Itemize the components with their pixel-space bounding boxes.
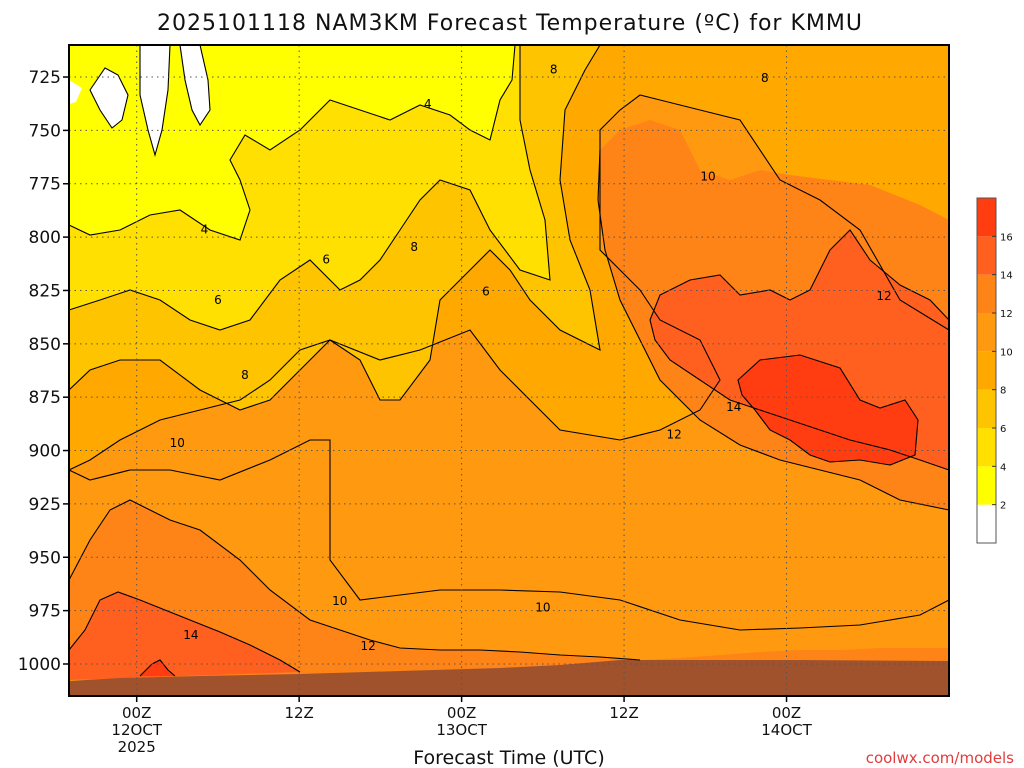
colorbar-bin-8-10 (977, 351, 996, 390)
x-tick-label-2-0: 00Z (447, 704, 476, 722)
y-tick-label-800: 800 (29, 228, 61, 248)
contour-label-3: 6 (322, 253, 330, 267)
x-tick-label-2-1: 13OCT (436, 721, 487, 739)
plot-border (68, 44, 950, 697)
contour-label-2: 6 (214, 293, 222, 307)
credit-text: coolwx.com/models (866, 749, 1014, 767)
plot-area: 4 4 6 6 6 8 8 8 8 10 10 10 10 12 12 12 14 14 (68, 44, 950, 697)
contour-line-16-left (139, 659, 176, 677)
y-tick-label-900: 900 (29, 442, 61, 462)
contour-line-6 (68, 45, 551, 331)
contour-line-2-c (179, 44, 211, 127)
contour-label-16: 14 (183, 628, 198, 642)
y-tick-label-725: 725 (29, 68, 61, 88)
y-tick-label-1000: 1000 (18, 655, 61, 675)
contour-label-13: 12 (361, 639, 376, 653)
colorbar-bin-14-16 (977, 236, 996, 275)
colorbar-label-10: 10 (1000, 347, 1013, 358)
y-tick-label-825: 825 (29, 281, 61, 301)
x-tick-label-4-0: 00Z (772, 704, 801, 722)
y-tick-label-775: 775 (29, 175, 61, 195)
contour-label-9: 10 (170, 436, 185, 450)
colorbar-bin-10-12 (977, 313, 996, 352)
band-14-16-left (69, 592, 300, 680)
contour-line-16-right (737, 354, 919, 466)
contour-label-0: 4 (201, 223, 209, 237)
colorbar-bin-12-14 (977, 274, 996, 313)
band-below-2-pocket-d (69, 80, 82, 104)
contour-lines (68, 44, 950, 677)
y-tick-label-875: 875 (29, 388, 61, 408)
colorbar: 2 4 6 8 10 12 14 16 (976, 197, 1013, 544)
contour-line-8 (68, 44, 601, 411)
band-16-plus-left (140, 660, 175, 676)
contour-line-10-upper (68, 94, 950, 471)
band-12-14-left (69, 500, 949, 680)
colorbar-label-12: 12 (1000, 309, 1013, 320)
x-tick-label-0-1: 12OCT (111, 721, 162, 739)
x-tick-label-1-0: 12Z (284, 704, 313, 722)
y-axis: 725 750 775 800 825 850 875 900 925 950 975 1000 (18, 68, 69, 675)
contour-line-10-lower (68, 439, 950, 631)
colorbar-label-2: 2 (1000, 501, 1006, 512)
contour-line-14-left (68, 591, 301, 673)
y-tick-label-850: 850 (29, 335, 61, 355)
contour-label-4: 6 (482, 285, 490, 299)
colorbar-bin-6-8 (977, 389, 996, 428)
contour-line-2-a (89, 67, 129, 129)
band-below-2-pocket-a (90, 68, 128, 128)
band-16-plus-right (738, 355, 918, 465)
colorbar-label-4: 4 (1000, 462, 1006, 473)
colorbar-label-14: 14 (1000, 271, 1013, 282)
x-tick-label-3-0: 12Z (609, 704, 638, 722)
band-below-2-pocket-c (180, 45, 210, 125)
y-tick-label-950: 950 (29, 548, 61, 568)
contour-label-10: 10 (332, 594, 347, 608)
contour-line-12-right (597, 149, 950, 511)
colorbar-bin-16-18 (977, 198, 996, 237)
terrain-below-ground (69, 660, 949, 696)
colorbar-label-8: 8 (1000, 386, 1006, 397)
y-tick-label-750: 750 (29, 121, 61, 141)
x-tick-label-0-2: 2025 (118, 738, 156, 756)
contour-line-14-right (649, 229, 950, 321)
contour-label-8: 8 (761, 71, 769, 85)
grid-lines (69, 45, 949, 696)
x-tick-label-0-0: 00Z (122, 704, 151, 722)
contour-label-6: 8 (410, 240, 418, 254)
contour-label-11: 10 (535, 600, 550, 614)
colorbar-border (976, 197, 997, 544)
colorbar-bin-0-2 (977, 504, 996, 543)
contour-label-12: 10 (700, 169, 715, 183)
contour-label-14: 12 (667, 428, 682, 442)
contour-line-4 (68, 44, 516, 241)
chart-title: 2025101118 NAM3KM Forecast Temperature (… (157, 11, 863, 36)
contour-label-17: 14 (726, 400, 741, 414)
colorbar-bin-4-6 (977, 428, 996, 467)
contour-label-15: 12 (876, 289, 891, 303)
contour-labels: 4 4 6 6 6 8 8 8 8 10 10 10 10 12 12 12 14 14 (170, 63, 892, 653)
colorbar-label-16: 16 (1000, 232, 1013, 243)
contour-line-14-right-lower (649, 319, 950, 471)
y-tick-label-975: 975 (29, 602, 61, 622)
contour-label-7: 8 (550, 63, 558, 77)
band-2-4 (69, 45, 515, 240)
y-tick-label-925: 925 (29, 495, 61, 515)
contour-line-12-left (68, 499, 641, 661)
colorbar-label-6: 6 (1000, 424, 1006, 435)
colorbar-bin-2-4 (977, 466, 996, 505)
contour-label-1: 4 (424, 97, 432, 111)
contour-line-2-b (139, 44, 171, 158)
contour-label-5: 8 (241, 368, 249, 382)
x-axis-label: Forecast Time (UTC) (413, 747, 604, 768)
x-tick-label-4-1: 14OCT (761, 721, 812, 739)
